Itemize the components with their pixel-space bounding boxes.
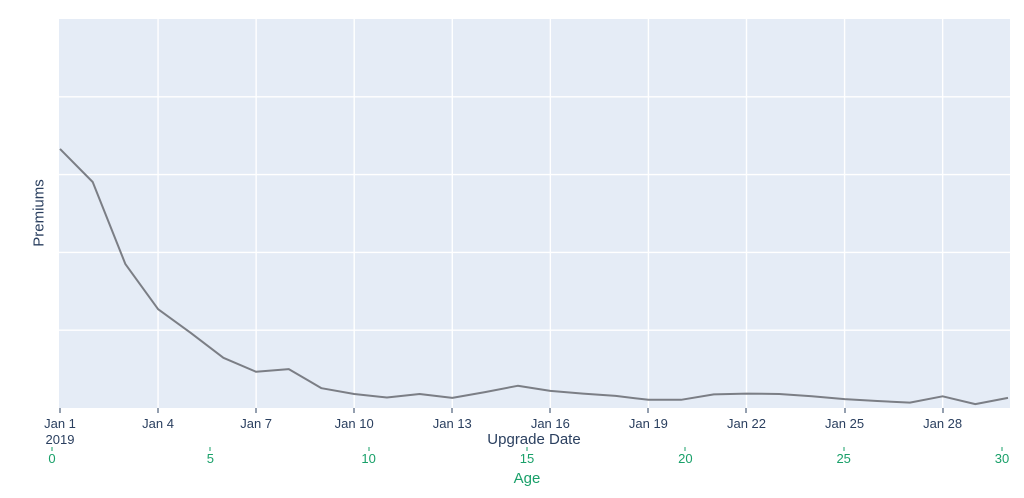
date-tick-label: Jan 4 bbox=[142, 416, 174, 431]
date-tick-mark bbox=[745, 408, 747, 413]
date-tick-year: 2019 bbox=[45, 432, 75, 447]
age-tick-label: 0 bbox=[48, 451, 56, 466]
date-tick-mark bbox=[451, 408, 453, 413]
date-tick-label: Jan 16 bbox=[530, 416, 570, 431]
date-tick-mark bbox=[647, 408, 649, 413]
age-tick-mark bbox=[843, 447, 845, 451]
age-tick-mark bbox=[209, 447, 211, 451]
chart-canvas bbox=[59, 19, 1010, 408]
age-tick-label: 10 bbox=[361, 451, 376, 466]
age-axis-title: Age bbox=[513, 470, 541, 487]
age-tick-label: 5 bbox=[206, 451, 214, 466]
date-tick-label: Jan 1 2019 bbox=[44, 416, 76, 447]
date-tick-label: Jan 10 bbox=[334, 416, 374, 431]
y-axis-title: Premiums bbox=[30, 179, 48, 247]
date-tick-label: Jan 22 bbox=[726, 416, 767, 431]
premiums-trace bbox=[59, 148, 1009, 406]
age-tick-mark bbox=[1001, 447, 1003, 451]
date-tick-mark bbox=[255, 408, 257, 413]
age-tick-mark bbox=[51, 447, 53, 451]
date-tick-mark bbox=[942, 408, 944, 413]
date-tick-label: Jan 13 bbox=[432, 416, 472, 431]
x-axis-title: Upgrade Date bbox=[487, 431, 581, 448]
date-tick-mark bbox=[353, 408, 355, 413]
date-tick-mark bbox=[549, 408, 551, 413]
age-tick-label: 25 bbox=[836, 451, 851, 466]
plot-area[interactable] bbox=[59, 19, 1010, 408]
date-tick-mark bbox=[844, 408, 846, 413]
age-tick-label: 15 bbox=[519, 451, 535, 466]
date-tick-mark bbox=[157, 408, 159, 413]
age-tick-label: 30 bbox=[994, 451, 1010, 466]
age-tick-mark bbox=[526, 447, 528, 451]
date-tick-label: Jan 7 bbox=[240, 416, 273, 431]
date-tick-label: Jan 25 bbox=[825, 416, 865, 431]
date-tick-label: Jan 28 bbox=[923, 416, 963, 431]
date-tick-label: Jan 19 bbox=[628, 416, 668, 431]
age-tick-mark bbox=[684, 447, 686, 451]
age-tick-mark bbox=[368, 447, 370, 451]
date-tick-mark bbox=[59, 408, 61, 413]
age-tick-label: 20 bbox=[678, 451, 693, 466]
